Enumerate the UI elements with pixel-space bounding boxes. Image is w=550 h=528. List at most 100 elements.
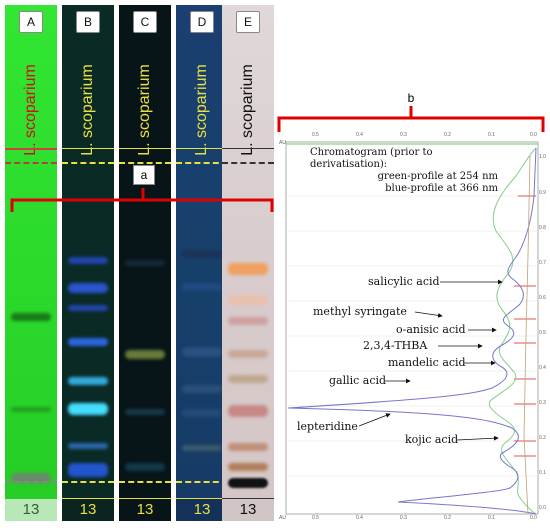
- x-tick: 0.0: [530, 132, 537, 138]
- band: [68, 403, 108, 415]
- x-tick: 0.3: [400, 515, 407, 521]
- x-tick: 0.5: [312, 515, 319, 521]
- band: [125, 409, 165, 415]
- x-tick: 0.5: [312, 132, 319, 138]
- band: [68, 443, 108, 449]
- y-tick: 0.7: [539, 260, 546, 266]
- band: [228, 263, 268, 275]
- lane-number: 13: [176, 498, 228, 521]
- solvent-front-line: [176, 162, 228, 164]
- lane-letter: C: [133, 11, 157, 33]
- lane-letter: B: [76, 11, 100, 33]
- lane-a: A L. scoparium 13: [5, 5, 57, 521]
- lane-number: 13: [119, 498, 171, 521]
- x-tick: 0.2: [444, 515, 451, 521]
- band: [68, 305, 108, 311]
- lane-e: E L. scoparium 13: [222, 5, 274, 521]
- lane-letter: D: [190, 11, 214, 33]
- x-tick: 0.1: [488, 132, 495, 138]
- peak-label-lepteridine: lepteridine: [297, 420, 358, 433]
- lane-number: 13: [222, 498, 274, 521]
- lane-letter: A: [19, 11, 43, 33]
- band: [68, 283, 108, 293]
- band: [11, 473, 51, 483]
- lane-number: 13: [5, 499, 57, 521]
- band: [125, 463, 165, 471]
- application-line: [62, 148, 114, 149]
- title-line: Chromatogram (prior to derivatisation):: [310, 147, 433, 170]
- chromatogram-title: Chromatogram (prior to derivatisation): …: [310, 147, 498, 195]
- origin-line: [176, 481, 228, 483]
- band: [182, 385, 222, 393]
- band: [68, 338, 108, 346]
- au-label-top: AU: [279, 140, 286, 146]
- band: [228, 317, 268, 325]
- origin-line: [5, 481, 57, 483]
- band: [68, 257, 108, 264]
- peak-label-2-3-4-thba: 2,3,4-THBA: [363, 339, 428, 352]
- band: [182, 250, 222, 258]
- x-tick: 0.0: [530, 515, 537, 521]
- lane-number: 13: [62, 498, 114, 521]
- x-tick: 0.3: [400, 132, 407, 138]
- application-line: [176, 148, 228, 149]
- y-tick: 0.8: [539, 225, 546, 231]
- y-tick: 0.5: [539, 330, 546, 336]
- solvent-front-line: [119, 162, 171, 164]
- y-tick: 0.6: [539, 295, 546, 301]
- application-line: [5, 148, 57, 150]
- peak-label-kojic-acid: kojic acid: [405, 433, 459, 446]
- application-line: [222, 148, 274, 149]
- band: [182, 445, 222, 451]
- origin-line: [62, 481, 114, 483]
- peak-label-methyl-syringate: methyl syringate: [313, 305, 407, 318]
- y-tick: 0.2: [539, 435, 546, 441]
- lane-d: D L. scoparium 13: [176, 5, 228, 521]
- lane-b: B L. scoparium 13: [62, 5, 114, 521]
- peak-label-gallic-acid: gallic acid: [329, 374, 387, 387]
- band: [125, 260, 165, 266]
- y-tick: 0.3: [539, 400, 546, 406]
- origin-line: [119, 481, 171, 483]
- band: [228, 405, 268, 417]
- solvent-front-line: [222, 162, 274, 164]
- band: [228, 463, 268, 471]
- bracket-b: [277, 116, 545, 132]
- title-line: blue-profile at 366 nm: [385, 183, 498, 194]
- x-tick: 0.1: [488, 515, 495, 521]
- y-tick: 0.4: [539, 365, 546, 371]
- band: [68, 377, 108, 385]
- chromatogram-x-ticks-top: 0.5 0.4 0.3 0.2 0.1 0.0: [286, 132, 538, 140]
- x-tick: 0.4: [356, 515, 363, 521]
- chromatogram-y-ticks: 1.0 0.9 0.8 0.7 0.6 0.5 0.4 0.3 0.2 0.1 …: [539, 150, 549, 520]
- band: [182, 283, 222, 291]
- band: [68, 463, 108, 477]
- solvent-front-line: [5, 162, 57, 164]
- band: [182, 409, 222, 417]
- band: [228, 375, 268, 383]
- blue-profile-trace: [287, 147, 537, 515]
- solvent-front-line: [62, 162, 114, 164]
- chromatogram-x-ticks-bottom: 0.5 0.4 0.3 0.2 0.1 0.0: [286, 515, 538, 523]
- band: [228, 295, 268, 305]
- x-tick: 0.2: [444, 132, 451, 138]
- band: [11, 313, 51, 321]
- application-line: [119, 148, 171, 149]
- band: [125, 350, 165, 359]
- bracket-b-label: b: [407, 91, 415, 105]
- peak-label-salicylic-acid: salicylic acid: [368, 275, 440, 288]
- band: [228, 478, 268, 488]
- band: [228, 350, 268, 358]
- peak-label-mandelic-acid: mandelic acid: [388, 356, 466, 369]
- band: [11, 407, 51, 412]
- lane-letter: E: [236, 11, 260, 33]
- y-tick: 1.0: [539, 154, 546, 160]
- y-tick: 0.1: [539, 470, 546, 476]
- band: [228, 443, 268, 451]
- y-tick: 0.9: [539, 190, 546, 196]
- y-tick: 0.0: [539, 505, 546, 511]
- au-label-bottom: AU: [279, 515, 286, 521]
- band: [182, 347, 222, 357]
- peak-label-o-anisic-acid: o-anisic acid: [396, 323, 466, 336]
